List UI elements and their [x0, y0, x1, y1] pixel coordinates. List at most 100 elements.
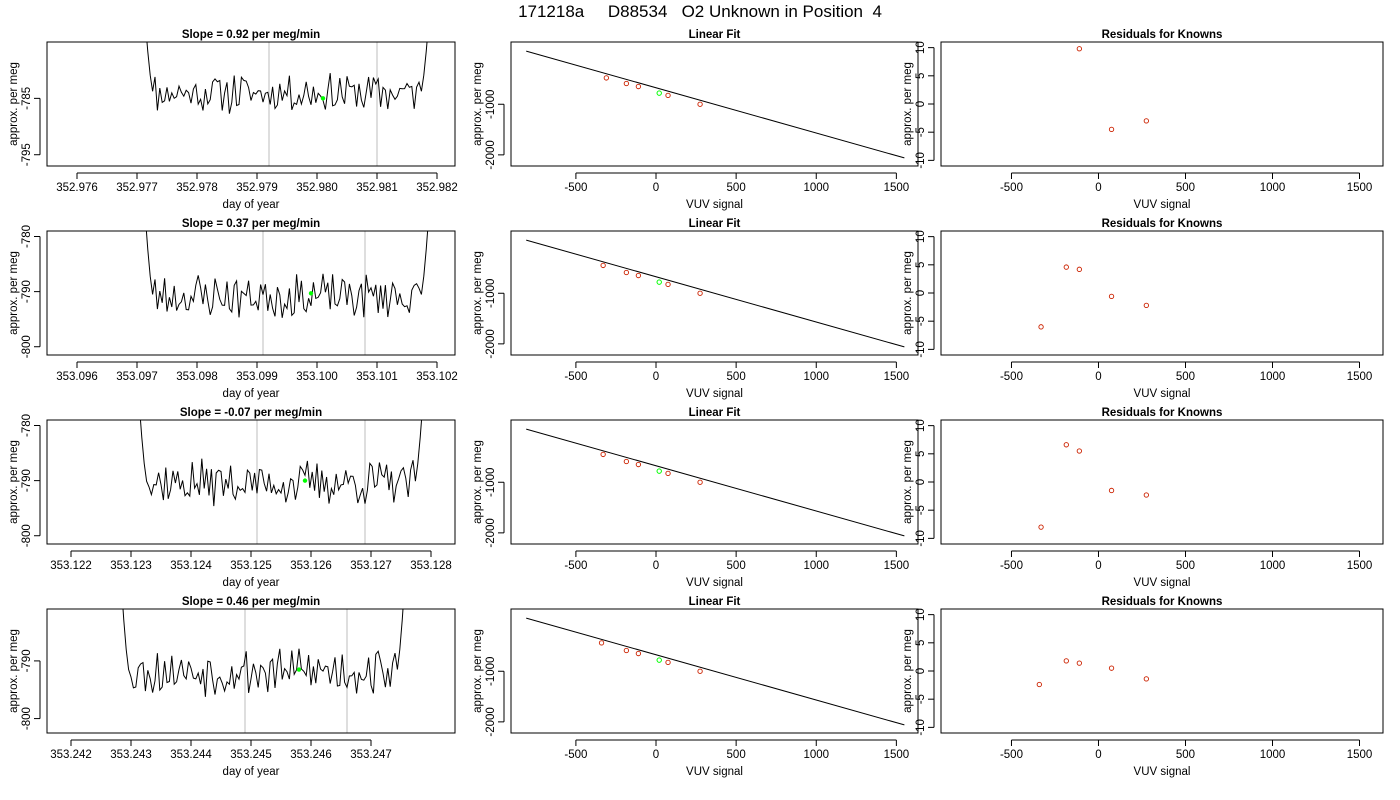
chart-title: Residuals for Knowns	[1102, 29, 1223, 41]
plot-area	[146, 42, 428, 166]
x-tick-label: 1000	[803, 749, 829, 761]
x-tick-label: 500	[727, 749, 746, 761]
unknown-marker	[320, 96, 326, 101]
residual-point	[1063, 658, 1069, 664]
plot-frame	[940, 608, 1384, 734]
y-tick-label: 10	[915, 419, 927, 432]
chart-title: Slope = 0.92 per meg/min	[182, 29, 320, 41]
x-axis-label: day of year	[223, 577, 280, 589]
plot-area	[526, 239, 905, 348]
fit-line	[526, 50, 905, 159]
x-axis-label: VUV signal	[1134, 388, 1191, 400]
x-tick-label: 500	[727, 371, 746, 383]
residual-point	[1076, 266, 1082, 272]
x-axis-label: VUV signal	[1134, 199, 1191, 211]
x-tick-label: 352.981	[356, 182, 398, 194]
x-tick-label: 352.980	[296, 182, 338, 194]
x-tick-label: 0	[1095, 182, 1101, 194]
known-point	[623, 647, 630, 654]
y-axis-label: approx. per meg	[902, 251, 914, 335]
chart-title: Slope = -0.07 per meg/min	[180, 407, 322, 419]
chart-panel-3: Residuals for Knowns -500 0 500 1000 1500 VUV …	[902, 29, 1384, 211]
x-tick-label: 353.102	[416, 371, 458, 383]
x-tick-label: 353.122	[50, 560, 92, 572]
y-axis-label: approx. per meg	[902, 440, 914, 524]
known-point	[623, 269, 630, 276]
x-tick-label: -500	[1000, 371, 1023, 383]
x-tick-label: 500	[1176, 560, 1195, 572]
y-axis-label: approx. per meg	[902, 629, 914, 713]
y-tick-label: -790	[21, 469, 33, 492]
known-point	[665, 281, 671, 288]
y-tick-label: -10	[915, 152, 927, 169]
known-point	[635, 83, 642, 90]
y-tick-label: -1000	[485, 279, 497, 308]
x-axis-label: day of year	[223, 388, 280, 400]
chart-panel-2: Linear Fit -500 0 500 1000 1500 VUV signal -100…	[472, 29, 919, 211]
y-axis-label: approx. per meg	[472, 62, 484, 146]
data-trace	[139, 420, 423, 507]
residual-point	[1038, 524, 1044, 530]
plot-area	[139, 420, 423, 544]
fit-line	[526, 239, 905, 348]
x-tick-label: 353.243	[110, 749, 152, 761]
unknown-point	[656, 468, 662, 474]
y-tick-label: 10	[915, 41, 927, 54]
x-tick-label: 353.242	[50, 749, 92, 761]
y-axis-label: approx. per meg	[472, 251, 484, 335]
chart-panel-5: Linear Fit -500 0 500 1000 1500 VUV signal -100…	[472, 218, 919, 400]
y-tick-label: -10	[915, 530, 927, 547]
x-tick-label: 353.097	[116, 371, 158, 383]
known-point	[697, 101, 703, 107]
y-tick-label: 5	[915, 640, 927, 646]
data-trace	[146, 42, 428, 114]
y-tick-label: -2000	[485, 140, 497, 169]
residual-point	[1063, 442, 1069, 448]
y-tick-label: -790	[21, 649, 33, 672]
chart-title: Linear Fit	[689, 29, 741, 41]
y-tick-label: -780	[21, 414, 33, 437]
y-axis-label: approx. per meg	[472, 440, 484, 524]
x-tick-label: 353.126	[290, 560, 332, 572]
x-tick-label: 500	[727, 560, 746, 572]
x-tick-label: 352.979	[236, 182, 278, 194]
y-axis-label: approx. per meg	[8, 62, 20, 146]
residual-point	[1143, 676, 1149, 682]
plot-frame	[940, 41, 1384, 167]
x-tick-label: 353.098	[176, 371, 218, 383]
plot-frame	[510, 608, 919, 734]
x-tick-label: 1500	[884, 182, 910, 194]
y-tick-label: -5	[915, 505, 927, 515]
plot-area	[1038, 264, 1149, 330]
chart-panel-11: Linear Fit -500 0 500 1000 1500 VUV signal -100…	[472, 596, 919, 778]
y-axis-label: approx. per meg	[8, 251, 20, 335]
chart-panel-6: Residuals for Knowns -500 0 500 1000 1500 VUV …	[902, 218, 1384, 400]
x-tick-label: 353.124	[170, 560, 212, 572]
residual-point	[1108, 126, 1115, 133]
chart-title: Residuals for Knowns	[1102, 218, 1223, 230]
x-tick-label: -500	[564, 560, 587, 572]
x-tick-label: 353.100	[296, 371, 338, 383]
residual-point	[1108, 293, 1115, 300]
known-point	[635, 272, 642, 279]
chart-panel-4: Slope = 0.37 per meg/min 353.096 353.097 35…	[8, 218, 458, 400]
unknown-point	[656, 657, 662, 663]
y-tick-label: -1000	[485, 90, 497, 119]
unknown-point	[656, 279, 662, 285]
x-tick-label: -500	[1000, 182, 1023, 194]
x-tick-label: 353.127	[350, 560, 392, 572]
unknown-point	[656, 90, 662, 96]
known-point	[697, 290, 703, 296]
chart-panel-8: Linear Fit -500 0 500 1000 1500 VUV signal -100…	[472, 407, 919, 589]
y-tick-label: -800	[21, 707, 33, 730]
chart-title: Residuals for Knowns	[1102, 407, 1223, 419]
x-tick-label: -500	[1000, 749, 1023, 761]
x-tick-label: 1500	[1347, 560, 1373, 572]
y-tick-label: -800	[21, 524, 33, 547]
plot-area	[1036, 658, 1149, 688]
known-point	[665, 92, 671, 99]
y-tick-label: 0	[915, 290, 927, 296]
known-point	[665, 659, 671, 666]
y-tick-label: -1000	[485, 468, 497, 497]
x-axis-label: VUV signal	[1134, 577, 1191, 589]
